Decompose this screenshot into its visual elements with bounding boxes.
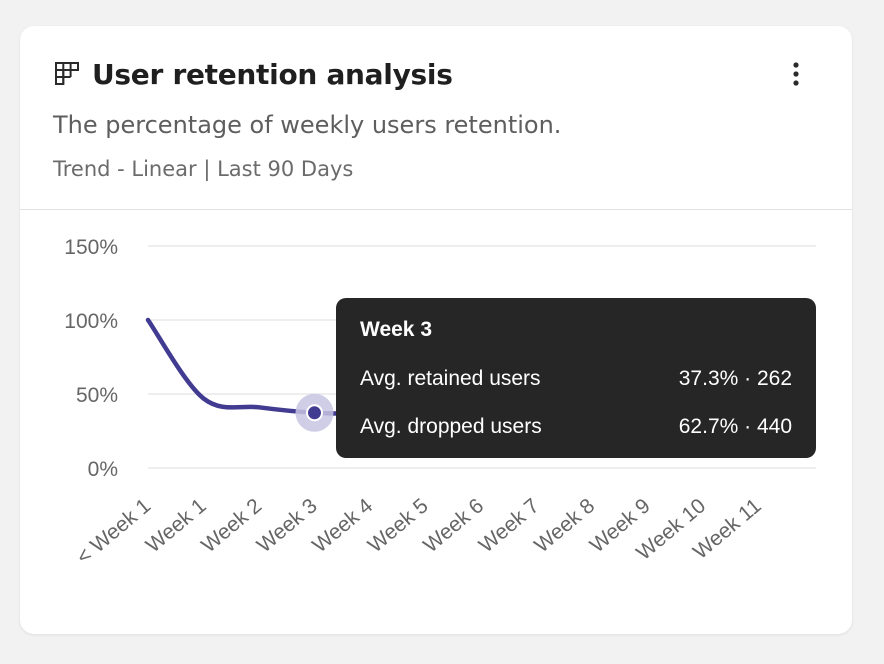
x-tick-label: Week 3: [253, 494, 322, 557]
y-tick-label: 50%: [76, 384, 118, 407]
x-tick-label: Week 7: [475, 494, 544, 557]
highlight-point[interactable]: [306, 404, 323, 422]
tooltip-dropped-label: Avg. dropped users: [360, 415, 542, 438]
tooltip-retained-value: 37.3% · 262: [678, 367, 792, 390]
x-tick-label: Week 8: [530, 494, 599, 557]
grid-table-icon: [53, 60, 81, 88]
x-tick-label: < Week 1: [72, 494, 155, 569]
card-header: User retention analysis The percentage o…: [20, 26, 852, 210]
y-tick-label: 150%: [64, 236, 118, 259]
x-tick-label: Week 6: [419, 494, 488, 557]
card-subtitle: The percentage of weekly users retention…: [53, 111, 562, 139]
card-title: User retention analysis: [92, 57, 453, 91]
more-vertical-icon[interactable]: [778, 56, 814, 92]
y-tick-label: 0%: [88, 458, 118, 481]
chart-tooltip: Week 3 Avg. retained users 37.3% · 262 A…: [336, 298, 816, 458]
card-meta: Trend - Linear | Last 90 Days: [53, 157, 354, 181]
title-row: User retention analysis: [53, 56, 453, 92]
retention-card: User retention analysis The percentage o…: [20, 26, 852, 634]
y-tick-label: 100%: [64, 310, 118, 333]
x-tick-label: Week 4: [308, 494, 377, 557]
tooltip-retained-label: Avg. retained users: [360, 367, 541, 390]
x-tick-label: Week 2: [197, 494, 266, 557]
x-tick-label: Week 1: [142, 494, 211, 557]
tooltip-title: Week 3: [360, 318, 432, 341]
tooltip-dropped-value: 62.7% · 440: [678, 415, 792, 438]
x-tick-label: Week 5: [364, 494, 433, 557]
